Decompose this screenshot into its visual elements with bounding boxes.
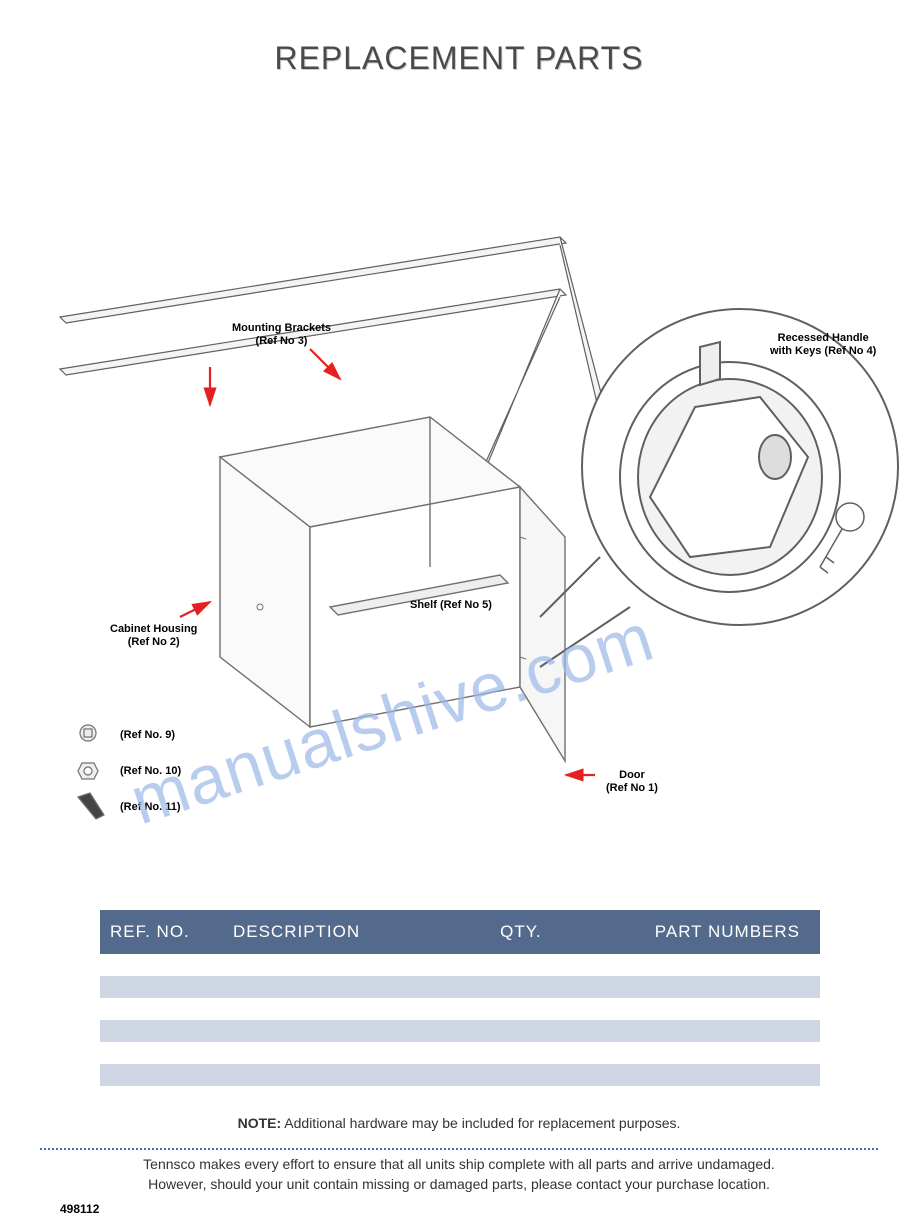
note-line: NOTE: Additional hardware may be include… — [0, 1115, 918, 1131]
table-body — [100, 954, 820, 1108]
document-id: 498112 — [60, 1202, 99, 1216]
callout-ref9: (Ref No. 9) — [120, 729, 175, 742]
table-row — [100, 998, 820, 1020]
table-row — [100, 1020, 820, 1042]
callout-ref11: (Ref No. 11) — [120, 801, 181, 814]
callout-mounting-brackets: Mounting Brackets (Ref No 3) — [232, 322, 331, 348]
note-body: Additional hardware may be included for … — [284, 1115, 680, 1131]
table-row — [100, 1042, 820, 1064]
parts-table: REF. NO. DESCRIPTION QTY. PART NUMBERS — [100, 910, 820, 1108]
header-desc: DESCRIPTION — [223, 910, 490, 954]
callout-shelf: Shelf (Ref No 5) — [410, 599, 492, 612]
header-qty: QTY. — [490, 910, 590, 954]
callout-ref10: (Ref No. 10) — [120, 765, 181, 778]
table-row — [100, 976, 820, 998]
table-row — [100, 1086, 820, 1108]
page-title: REPLACEMENT PARTS — [0, 40, 918, 77]
dotted-separator — [40, 1148, 878, 1150]
table-row — [100, 954, 820, 976]
callout-recessed-handle: Recessed Handle with Keys (Ref No 4) — [770, 332, 876, 358]
footer-block: Tennsco makes every effort to ensure tha… — [0, 1155, 918, 1194]
callout-door: Door (Ref No 1) — [606, 769, 658, 795]
table-row — [100, 1064, 820, 1086]
header-part: PART NUMBERS — [590, 910, 820, 954]
footer-line1: Tennsco makes every effort to ensure tha… — [143, 1156, 775, 1172]
diagram-svg — [0, 97, 918, 837]
footer-line2: However, should your unit contain missin… — [148, 1176, 770, 1192]
exploded-diagram: Mounting Brackets (Ref No 3) Recessed Ha… — [0, 97, 918, 717]
callout-cabinet-housing: Cabinet Housing (Ref No 2) — [110, 623, 197, 649]
header-ref: REF. NO. — [100, 910, 223, 954]
table-header-row: REF. NO. DESCRIPTION QTY. PART NUMBERS — [100, 910, 820, 954]
note-label: NOTE: — [238, 1115, 282, 1131]
